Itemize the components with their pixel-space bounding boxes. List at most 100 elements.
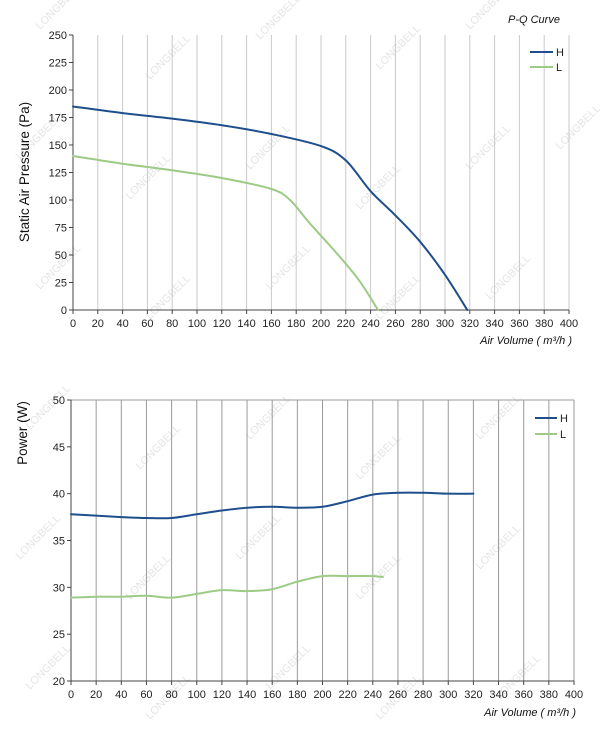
x-tick-label: 360: [515, 689, 533, 701]
watermark-layer: LONGBELL LONGBELL LONGBELL LONGBELL LONGBELL…: [14, 0, 600, 722]
y-tick-label: 50: [53, 395, 65, 407]
x-tick-label: 260: [386, 318, 404, 330]
x-tick-label: 20: [92, 318, 104, 330]
x-tick-label: 400: [560, 318, 578, 330]
power-legend-l-label: L: [560, 429, 566, 441]
watermark-text: LONGBELL: [134, 423, 184, 473]
x-tick-label: 180: [288, 689, 306, 701]
x-tick-label: 380: [535, 318, 553, 330]
series-line-h: [70, 491, 475, 520]
y-tick-label: 30: [53, 582, 65, 594]
power-grid: [71, 399, 575, 681]
x-tick-label: 100: [188, 318, 206, 330]
y-tick-label: 20: [53, 676, 65, 688]
series-line-l: [70, 574, 384, 599]
pq-y-axis-label: Static Air Pressure (Pa): [17, 102, 32, 242]
x-tick-label: 180: [287, 318, 305, 330]
watermark-text: LONGBELL: [144, 33, 194, 83]
power-x-axis-label: Air Volume ( m³/h ): [483, 707, 576, 719]
x-tick-label: 300: [439, 689, 457, 701]
y-tick-label: 200: [49, 85, 67, 97]
watermark-text: LONGBELL: [234, 513, 284, 563]
y-tick-label: 50: [55, 250, 67, 262]
pq-legend: H L: [530, 47, 564, 74]
pq-series: [72, 105, 469, 311]
watermark-text: LONGBELL: [484, 253, 534, 303]
y-tick-label: 40: [53, 489, 65, 501]
x-tick-label: 280: [411, 318, 429, 330]
x-tick-label: 340: [485, 318, 503, 330]
watermark-text: LONGBELL: [24, 383, 74, 433]
x-tick-label: 0: [70, 318, 76, 330]
watermark-text: LONGBELL: [554, 103, 600, 153]
watermark-text: LONGBELL: [354, 433, 404, 483]
pq-axes: 0 25 50 75 100 125 150 175 200 225 250 0 20 40 60 80 100…: [49, 30, 579, 330]
x-tick-label: 300: [436, 318, 454, 330]
watermark-text: LONGBELL: [24, 643, 74, 693]
x-tick-label: 240: [361, 318, 379, 330]
x-tick-label: 380: [540, 689, 558, 701]
pq-chart-title: P-Q Curve: [508, 14, 560, 26]
y-tick-label: 0: [61, 305, 67, 317]
power-legend: H L: [535, 413, 568, 441]
x-tick-label: 160: [262, 318, 280, 330]
x-tick-label: 340: [489, 689, 507, 701]
x-tick-label: 260: [389, 689, 407, 701]
watermark-text: LONGBELL: [34, 0, 84, 32]
x-tick-label: 80: [166, 318, 178, 330]
x-tick-label: 0: [68, 689, 74, 701]
x-tick-label: 200: [312, 318, 330, 330]
watermark-text: LONGBELL: [374, 273, 424, 323]
x-tick-label: 240: [364, 689, 382, 701]
power-series: [70, 491, 475, 599]
pq-x-axis-label: Air Volume ( m³/h ): [479, 335, 572, 347]
y-tick-label: 45: [53, 442, 65, 454]
y-tick-label: 150: [49, 140, 67, 152]
y-tick-label: 25: [55, 278, 67, 290]
x-tick-label: 160: [263, 689, 281, 701]
watermark-text: LONGBELL: [374, 23, 424, 73]
y-tick-label: 75: [55, 223, 67, 235]
watermark-text: LONGBELL: [144, 273, 194, 323]
power-y-axis-label: Power (W): [15, 401, 30, 465]
watermark-text: LONGBELL: [264, 643, 314, 693]
pq-legend-l-label: L: [556, 62, 562, 74]
x-tick-label: 40: [116, 318, 128, 330]
pq-grid: [97, 35, 570, 310]
y-tick-label: 175: [49, 113, 67, 125]
x-tick-label: 60: [141, 318, 153, 330]
x-tick-label: 20: [90, 689, 102, 701]
x-tick-label: 320: [464, 689, 482, 701]
x-tick-label: 80: [165, 689, 177, 701]
x-tick-label: 280: [414, 689, 432, 701]
x-tick-label: 220: [338, 689, 356, 701]
y-tick-label: 125: [49, 168, 67, 180]
x-tick-label: 120: [213, 689, 231, 701]
power-legend-h-label: H: [560, 413, 568, 425]
x-tick-label: 360: [510, 318, 528, 330]
x-tick-label: 120: [213, 318, 231, 330]
pq-legend-h-label: H: [556, 47, 564, 59]
x-tick-label: 220: [337, 318, 355, 330]
x-tick-label: 320: [461, 318, 479, 330]
watermark-text: LONGBELL: [124, 553, 174, 603]
series-line-h: [72, 105, 469, 311]
x-tick-label: 60: [140, 689, 152, 701]
watermark-text: LONGBELL: [464, 0, 514, 32]
pq-curve-chart: 0 25 50 75 100 125 150 175 200 225 250 0 20 40 60 80 100…: [17, 14, 578, 347]
y-tick-label: 35: [53, 536, 65, 548]
watermark-text: LONGBELL: [464, 123, 514, 173]
x-tick-label: 400: [565, 689, 583, 701]
y-tick-label: 100: [49, 195, 67, 207]
y-tick-label: 250: [49, 30, 67, 42]
x-tick-label: 200: [313, 689, 331, 701]
series-line-l: [72, 155, 380, 311]
x-tick-label: 140: [238, 689, 256, 701]
y-tick-label: 25: [53, 629, 65, 641]
x-tick-label: 100: [188, 689, 206, 701]
x-tick-label: 140: [237, 318, 255, 330]
y-tick-label: 225: [49, 58, 67, 70]
